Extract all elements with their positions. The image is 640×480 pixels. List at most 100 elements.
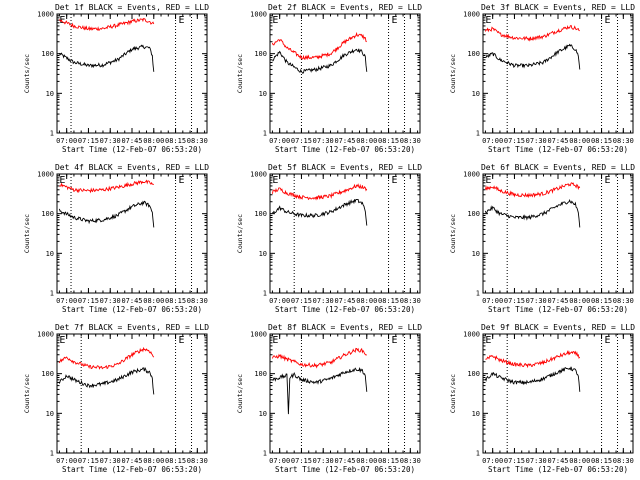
series-line-events [484, 366, 581, 392]
x-axis-label: Start Time (12-Feb-07 06:53:20) [62, 305, 202, 314]
x-axis-label: Start Time (12-Feb-07 06:53:20) [488, 465, 628, 474]
x-tick-label: 08:30 [400, 297, 421, 305]
panel-title: Det 8f BLACK = Events, RED = LLD [268, 323, 422, 332]
y-tick-label: 1 [476, 450, 480, 458]
y-tick-label: 10 [472, 250, 480, 258]
eclipse-marker: E [485, 175, 491, 186]
eclipse-marker: E [485, 15, 491, 26]
plot-frame [269, 13, 421, 134]
y-axis-label: Counts/sec [236, 374, 244, 413]
x-tick-label: 07:15 [291, 297, 312, 305]
y-tick-label: 1000 [463, 331, 480, 339]
y-tick-label: 1000 [37, 331, 54, 339]
x-tick-label: 08:30 [187, 137, 208, 145]
x-tick-label: 07:15 [291, 137, 312, 145]
x-tick-label: 07:30 [313, 297, 334, 305]
panel-title: Det 1f BLACK = Events, RED = LLD [55, 3, 209, 12]
y-axis-label: Counts/sec [449, 374, 457, 413]
y-tick-label: 1 [50, 290, 54, 298]
x-tick-label: 07:30 [313, 457, 334, 465]
plot-frame [56, 13, 208, 134]
x-tick-label: 07:15 [291, 457, 312, 465]
eclipse-marker: E [59, 15, 65, 26]
y-tick-label: 1 [50, 130, 54, 138]
x-tick-label: 08:30 [400, 137, 421, 145]
panel-title: Det 4f BLACK = Events, RED = LLD [55, 163, 209, 172]
eclipse-marker: E [272, 175, 278, 186]
x-tick-label: 07:00 [482, 457, 503, 465]
series-line-lld [58, 346, 155, 370]
y-axis-label: Counts/sec [23, 214, 31, 253]
x-tick-label: 07:30 [100, 137, 121, 145]
x-tick-label: 07:45 [121, 297, 142, 305]
eclipse-marker: E [178, 15, 184, 26]
y-tick-label: 100 [41, 370, 54, 378]
x-tick-label: 08:00 [569, 137, 590, 145]
eclipse-marker: E [272, 335, 278, 346]
x-tick-label: 07:30 [313, 137, 334, 145]
x-tick-label: 07:45 [547, 297, 568, 305]
panel-title: Det 5f BLACK = Events, RED = LLD [268, 163, 422, 172]
eclipse-marker: E [604, 175, 610, 186]
series-line-events [58, 44, 155, 72]
x-tick-label: 07:45 [334, 457, 355, 465]
y-axis-label: Counts/sec [236, 54, 244, 93]
x-tick-label: 07:45 [334, 137, 355, 145]
plot-frame [482, 333, 634, 454]
y-tick-label: 1 [263, 450, 267, 458]
y-tick-label: 1 [263, 290, 267, 298]
eclipse-marker: E [178, 175, 184, 186]
panel-det-5: Det 5f BLACK = Events, RED = LLD 1 10 100 10… [236, 163, 422, 314]
y-axis-label: Counts/sec [23, 54, 31, 93]
x-axis-label: Start Time (12-Feb-07 06:53:20) [488, 145, 628, 154]
panel-det-3: Det 3f BLACK = Events, RED = LLD 1 10 100 10… [449, 3, 635, 154]
x-tick-label: 08:15 [165, 457, 186, 465]
series-line-events [58, 200, 155, 228]
x-tick-label: 08:00 [356, 137, 377, 145]
x-tick-label: 07:45 [547, 137, 568, 145]
panel-det-4: Det 4f BLACK = Events, RED = LLD 1 10 100 10… [23, 163, 209, 314]
x-axis-label: Start Time (12-Feb-07 06:53:20) [275, 145, 415, 154]
y-tick-label: 1 [476, 290, 480, 298]
x-tick-label: 07:15 [504, 137, 525, 145]
series-line-lld [271, 31, 367, 61]
y-tick-label: 10 [259, 410, 267, 418]
panel-det-7: Det 7f BLACK = Events, RED = LLD 1 10 100 10… [23, 323, 209, 474]
panel-title: Det 3f BLACK = Events, RED = LLD [481, 3, 635, 12]
x-tick-label: 07:15 [504, 457, 525, 465]
panel-title: Det 2f BLACK = Events, RED = LLD [268, 3, 422, 12]
eclipse-marker: E [59, 175, 65, 186]
y-tick-label: 10 [472, 90, 480, 98]
panel-title: Det 6f BLACK = Events, RED = LLD [481, 163, 635, 172]
x-tick-label: 07:30 [100, 297, 121, 305]
y-axis-label: Counts/sec [449, 214, 457, 253]
x-tick-label: 08:00 [143, 297, 164, 305]
eclipse-marker: E [391, 175, 397, 186]
x-axis-label: Start Time (12-Feb-07 06:53:20) [275, 305, 415, 314]
y-tick-label: 1000 [250, 331, 267, 339]
panel-det-8: Det 8f BLACK = Events, RED = LLD 1 10 100 10… [236, 323, 422, 474]
y-tick-label: 1000 [37, 171, 54, 179]
y-tick-label: 100 [41, 50, 54, 58]
series-line-lld [271, 347, 368, 369]
y-tick-label: 100 [467, 50, 480, 58]
x-tick-label: 07:00 [56, 297, 77, 305]
eclipse-marker: E [391, 335, 397, 346]
eclipse-marker: E [59, 335, 65, 346]
x-tick-label: 07:00 [269, 297, 290, 305]
x-tick-label: 08:00 [143, 457, 164, 465]
x-axis-label: Start Time (12-Feb-07 06:53:20) [275, 465, 415, 474]
y-tick-label: 1000 [463, 171, 480, 179]
y-tick-label: 100 [254, 210, 267, 218]
plot-frame [269, 333, 421, 454]
series-line-lld [59, 179, 155, 194]
y-tick-label: 10 [46, 90, 54, 98]
x-axis-label: Start Time (12-Feb-07 06:53:20) [488, 305, 628, 314]
y-tick-label: 1000 [250, 11, 267, 19]
x-tick-label: 07:30 [526, 137, 547, 145]
x-tick-label: 07:15 [78, 297, 99, 305]
x-tick-label: 07:15 [78, 137, 99, 145]
y-tick-label: 10 [472, 410, 480, 418]
y-tick-label: 1 [50, 450, 54, 458]
y-axis-label: Counts/sec [23, 374, 31, 413]
